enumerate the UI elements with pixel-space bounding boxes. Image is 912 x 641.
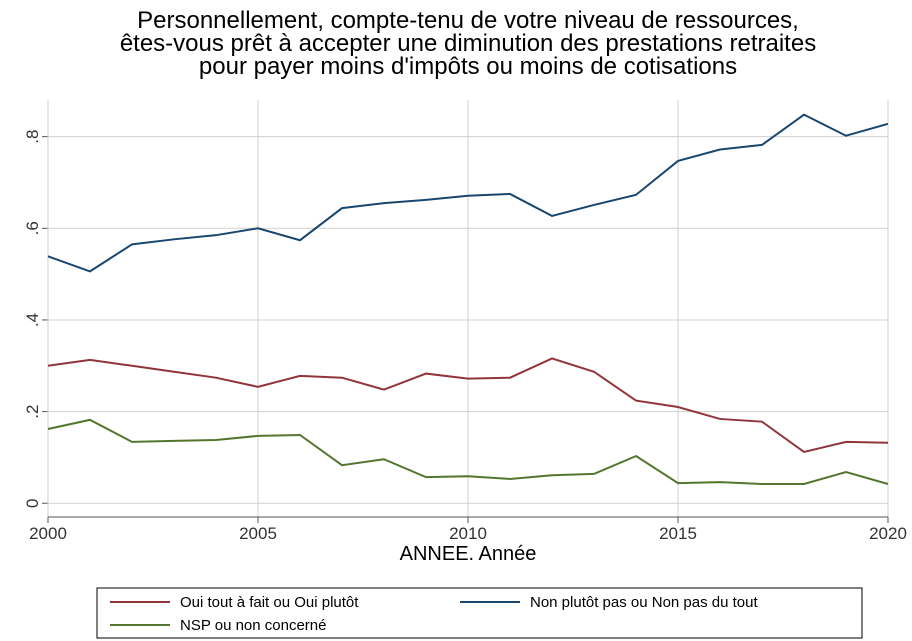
x-axis-title: ANNEE. Année	[400, 543, 537, 565]
legend-box	[96, 587, 863, 639]
series-line	[47, 418, 889, 486]
legend-label: Non plutôt pas ou Non pas du tout	[530, 594, 758, 611]
x-tick-label: 2020	[869, 524, 907, 543]
x-tick-label: 2000	[29, 524, 67, 543]
y-tick-label: .2	[23, 405, 42, 419]
series-line	[47, 357, 889, 454]
series-line	[47, 113, 889, 273]
x-tick-label: 2010	[449, 524, 487, 543]
y-tick-label: .8	[23, 130, 42, 144]
y-tick-label: .6	[23, 221, 42, 235]
y-tick-label: .4	[23, 313, 42, 327]
y-tick-label: 0	[23, 499, 42, 508]
x-tick-label: 2015	[659, 524, 697, 543]
legend-label: NSP ou non concerné	[180, 617, 327, 634]
chart-title: êtes-vous prêt à accepter une diminution…	[120, 30, 816, 57]
legend-label: Oui tout à fait ou Oui plutôt	[180, 594, 359, 611]
chart-title: pour payer moins d'impôts ou moins de co…	[199, 53, 737, 80]
chart-title: Personnellement, compte-tenu de votre ni…	[137, 7, 799, 34]
x-tick-label: 2005	[239, 524, 277, 543]
